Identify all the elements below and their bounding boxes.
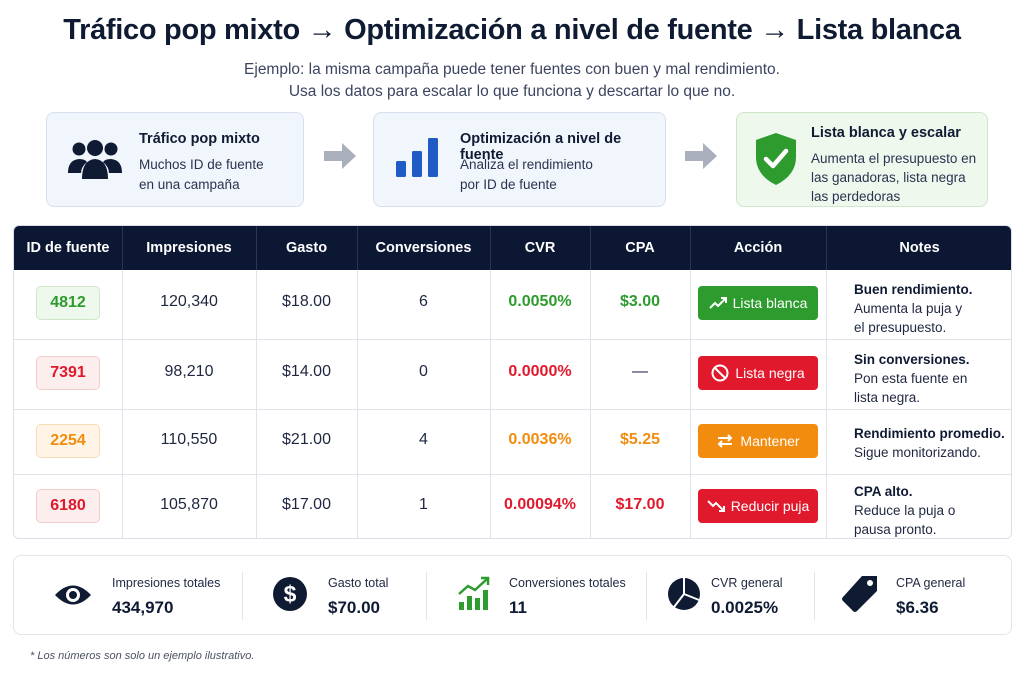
cpa-value: $17.00 — [615, 496, 665, 513]
summary-label: Conversiones totales — [509, 576, 626, 590]
step-title: Optimización a nivel de fuente — [460, 131, 622, 163]
ban-icon — [711, 364, 729, 382]
summary-label: CPA general — [896, 576, 966, 590]
column-header-source-id: ID de fuente — [26, 240, 110, 256]
column-header-notes: Notes — [899, 240, 940, 256]
conversions-value: 6 — [419, 293, 428, 310]
tag-icon — [842, 576, 877, 612]
row-divider — [14, 474, 1011, 475]
cvr-value: 0.00094% — [503, 496, 577, 513]
cpa-value: — — [632, 363, 648, 380]
svg-text:$: $ — [284, 581, 297, 607]
swap-icon — [718, 434, 733, 448]
arrow-right-icon — [324, 143, 356, 169]
column-header-action: Acción — [733, 240, 783, 256]
shield-check-icon — [756, 133, 796, 185]
spend-value: $18.00 — [282, 293, 331, 310]
conversions-value: 4 — [419, 431, 428, 448]
table-header: ID de fuente Impresiones Gasto Conversio… — [14, 226, 1011, 270]
blacklist-button[interactable]: Lista negra — [698, 356, 818, 390]
summary-value: $6.36 — [896, 598, 939, 617]
source-id-badge: 4812 — [36, 286, 100, 320]
cvr-value: 0.0036% — [508, 431, 572, 448]
summary-label: Impresiones totales — [112, 576, 221, 590]
trending-down-icon — [706, 500, 725, 512]
column-header-impressions: Impresiones — [146, 240, 232, 256]
source-table: ID de fuente Impresiones Gasto Conversio… — [13, 225, 1012, 539]
arrow-right-icon — [685, 143, 717, 169]
cvr-value: 0.0000% — [508, 363, 572, 380]
summary-value: 0.0025% — [711, 598, 779, 617]
bar-chart-icon — [396, 138, 438, 177]
users-icon — [68, 140, 122, 179]
summary-value: 434,970 — [112, 598, 174, 617]
page-subtitle: Ejemplo: la misma campaña puede tener fu… — [0, 59, 1024, 103]
pie-chart-icon — [668, 578, 700, 610]
conversions-value: 0 — [419, 363, 428, 380]
spend-value: $17.00 — [282, 496, 331, 513]
step-description: Analiza el rendimiento por ID de fuente — [460, 157, 593, 192]
row-divider — [14, 339, 1011, 340]
column-header-cvr: CVR — [524, 240, 556, 256]
subtitle-line-2: Usa los datos para escalar lo que funcio… — [288, 83, 736, 100]
column-header-spend: Gasto — [285, 240, 328, 256]
footnote: * Los números son solo un ejemplo ilustr… — [30, 650, 255, 662]
impressions-value: 110,550 — [160, 431, 218, 448]
page-title: Tráfico pop mixto → Optimización a nivel… — [63, 14, 961, 46]
whitelist-button[interactable]: Lista blanca — [698, 286, 818, 320]
keep-button[interactable]: Mantener — [698, 424, 818, 458]
summary-label: Gasto total — [328, 576, 389, 590]
impressions-value: 120,340 — [160, 293, 218, 310]
row-note: Rendimiento promedio. Sigue monitorizand… — [854, 426, 1005, 460]
summary-value: $70.00 — [328, 598, 380, 617]
summary-bar: Impresiones totales 434,970 $ Gasto tota… — [13, 555, 1012, 635]
summary-label: CVR general — [711, 576, 783, 590]
reduce-bid-button[interactable]: Reducir puja — [698, 489, 818, 523]
eye-icon — [55, 585, 91, 605]
column-header-conversions: Conversiones — [375, 240, 472, 256]
column-header-cpa: CPA — [625, 240, 655, 256]
step-description: Muchos ID de fuente en una campaña — [139, 157, 264, 192]
step-description: Aumenta el presupuesto en las ganadoras,… — [811, 151, 977, 204]
impressions-value: 98,210 — [164, 363, 214, 380]
growth-chart-icon — [458, 576, 490, 610]
step-mixed-traffic: Tráfico pop mixto Muchos ID de fuente en… — [46, 112, 304, 207]
spend-value: $14.00 — [282, 363, 331, 380]
cvr-value: 0.0050% — [508, 293, 572, 310]
step-whitelist-scale: Lista blanca y escalar Aumenta el presup… — [736, 112, 988, 207]
step-title: Tráfico pop mixto — [139, 131, 260, 147]
impressions-value: 105,870 — [160, 496, 218, 513]
subtitle-line-1: Ejemplo: la misma campaña puede tener fu… — [244, 61, 780, 78]
source-id-badge: 6180 — [36, 489, 100, 523]
spend-value: $21.00 — [282, 431, 331, 448]
conversions-value: 1 — [419, 496, 428, 513]
cpa-value: $5.25 — [619, 431, 661, 448]
cpa-value: $3.00 — [619, 293, 661, 310]
row-note: CPA alto. Reduce la puja o pausa pronto. — [854, 484, 956, 537]
step-title: Lista blanca y escalar — [811, 125, 961, 141]
summary-value: 11 — [509, 598, 527, 617]
step-source-optimization: Optimización a nivel de fuente Analiza e… — [373, 112, 666, 207]
trending-up-icon — [708, 297, 727, 309]
row-divider — [14, 409, 1011, 410]
source-id-badge: 7391 — [36, 356, 100, 390]
source-id-badge: 2254 — [36, 424, 100, 458]
row-note: Sin conversiones. Pon esta fuente en lis… — [854, 352, 970, 405]
row-note: Buen rendimiento. Aumenta la puja y el p… — [854, 282, 973, 335]
dollar-icon: $ — [273, 577, 307, 611]
